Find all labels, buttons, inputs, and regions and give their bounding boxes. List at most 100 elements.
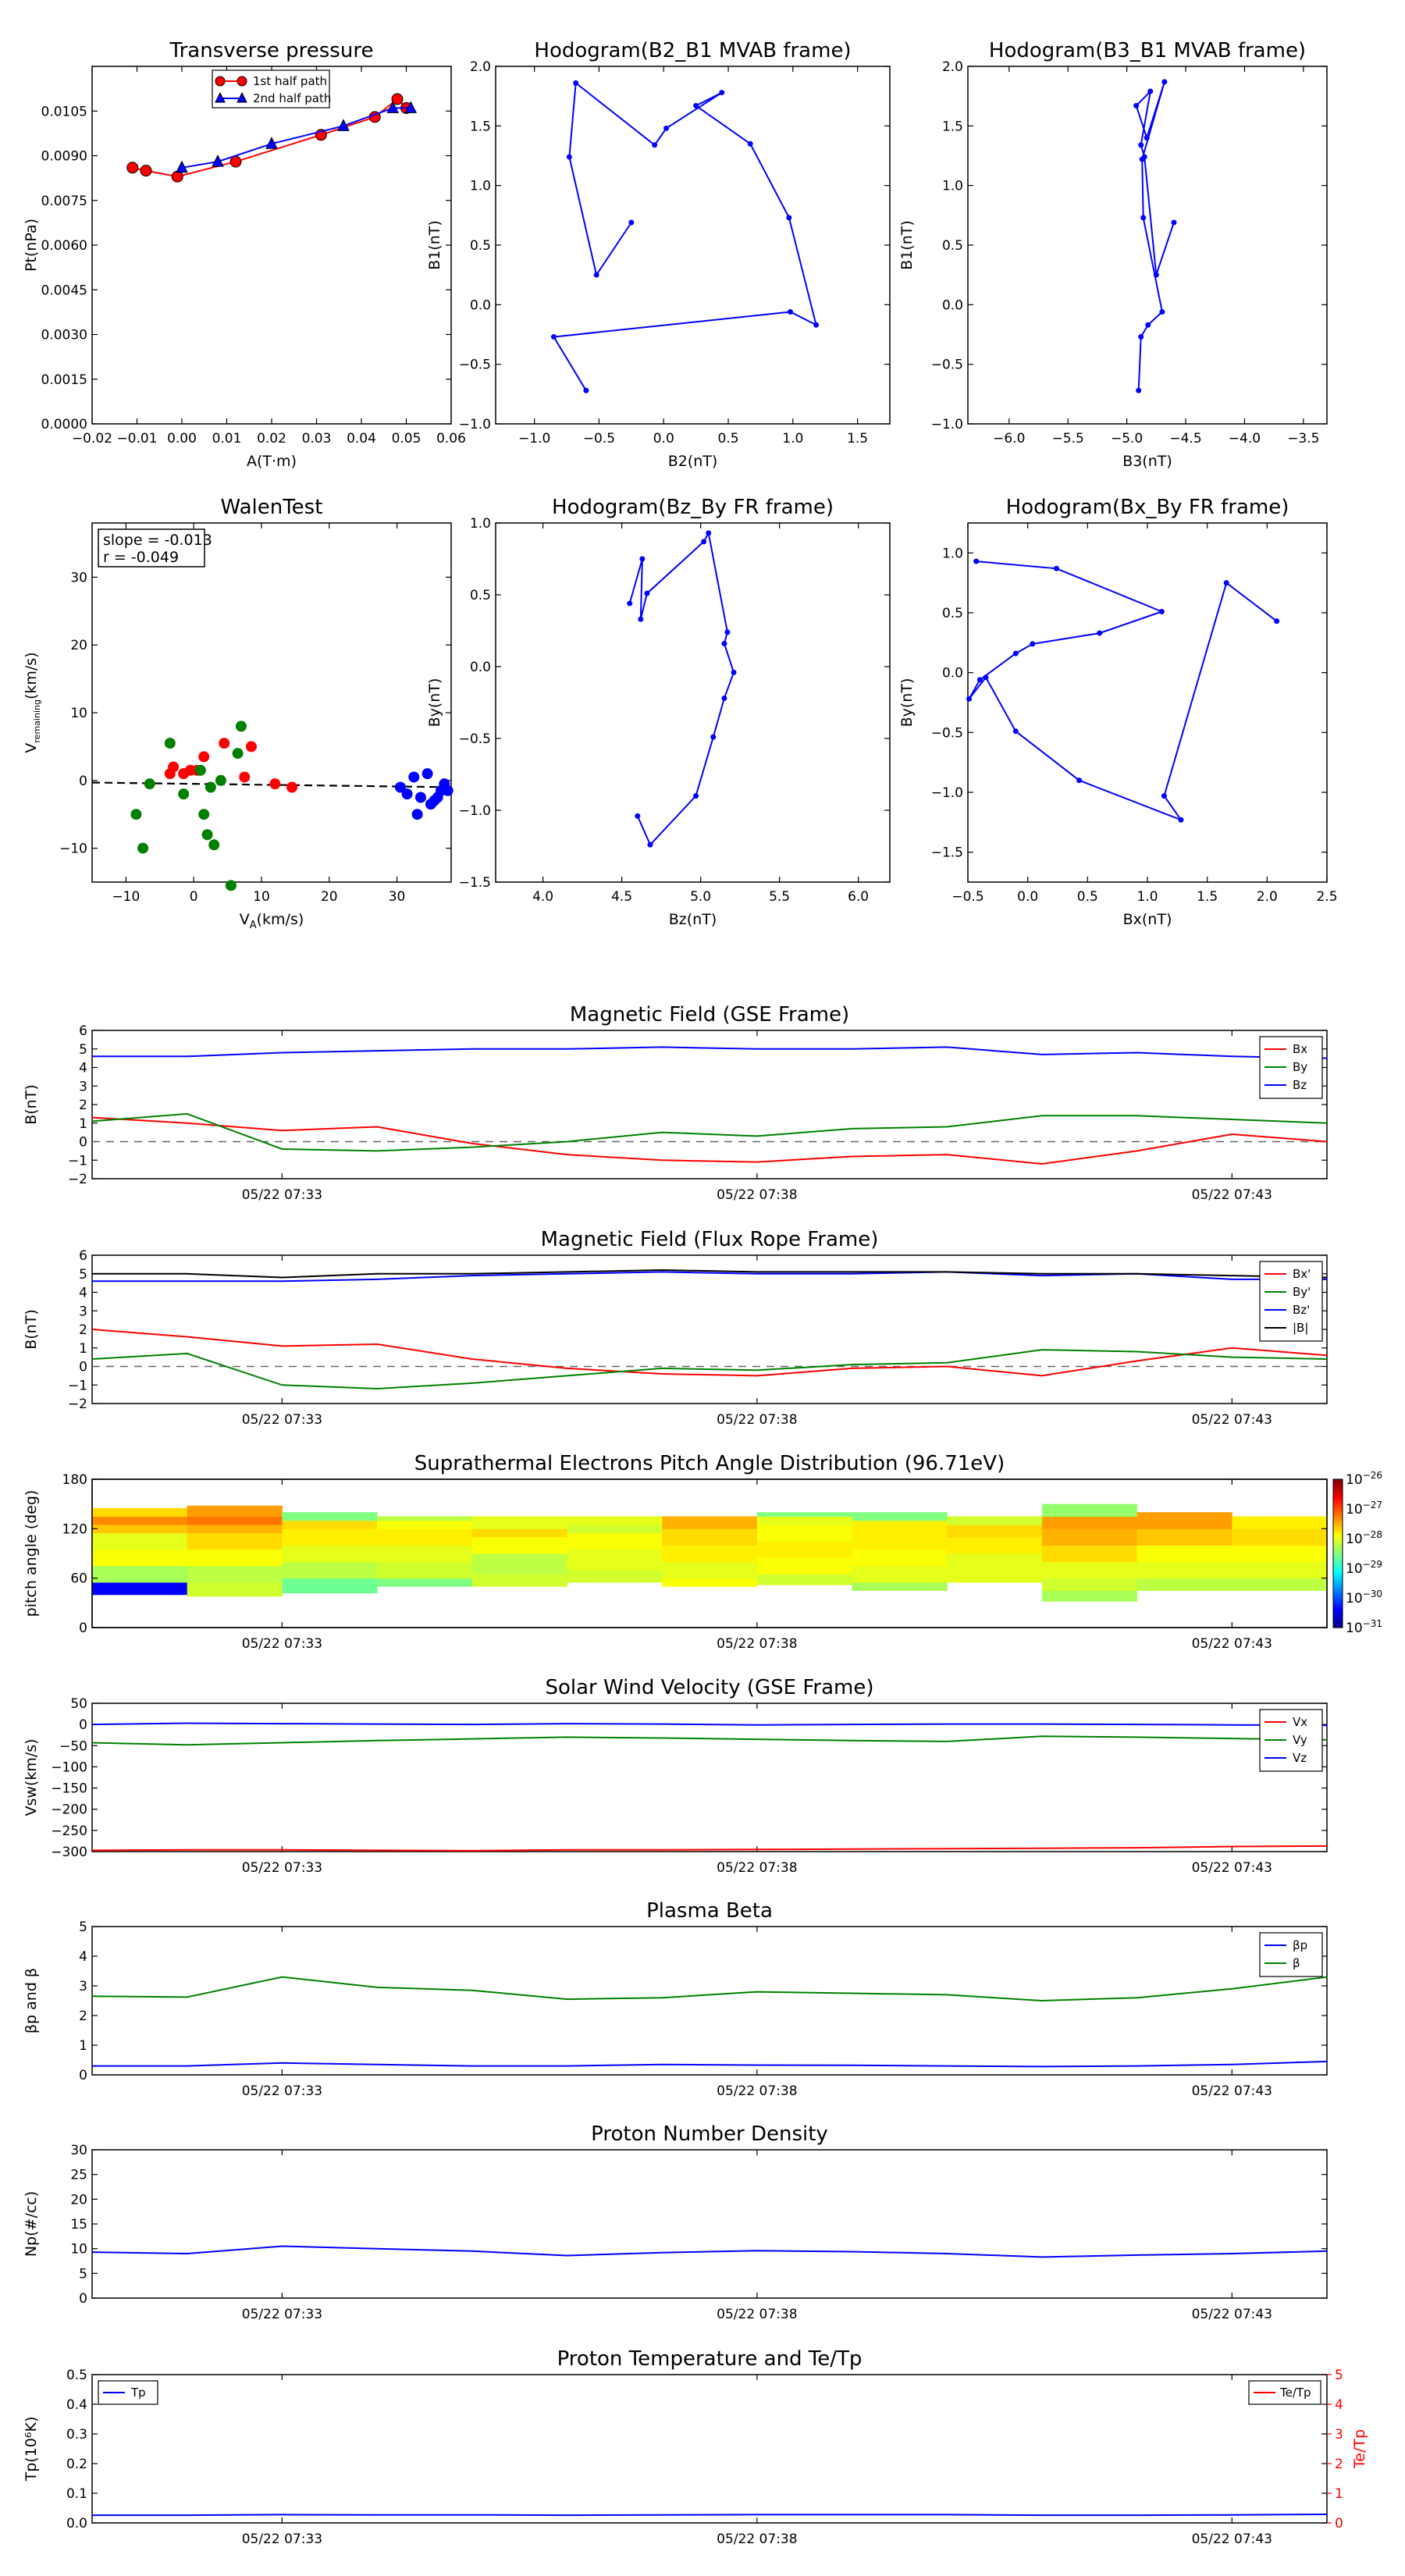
proton-temperature-ytick-label: 0.0: [66, 2516, 87, 2532]
colorbar-segment: [1333, 1486, 1343, 1490]
colorbar-segment: [1333, 1600, 1343, 1603]
proton-number-density-ytick-label: 10: [70, 2242, 87, 2258]
proton-temperature-ylabel: Tp(10⁶K): [23, 2417, 40, 2482]
walen-test-xtick-label: −10: [112, 889, 140, 905]
hodogram-b3-b1-point: [1145, 322, 1151, 328]
te-tp-ytick-label: 1: [1335, 2486, 1343, 2502]
pad-cell: [282, 1512, 378, 1521]
colorbar-segment: [1333, 1535, 1343, 1539]
hodogram-b2-b1-ytick-label: 0.5: [470, 238, 491, 254]
pad-cell: [1136, 1545, 1232, 1563]
hodogram-b2-b1-point: [786, 215, 792, 221]
hodogram-bz-by-frame: [495, 522, 891, 883]
hodogram-bz-by-ytick-label: 0.0: [470, 660, 491, 675]
walen-point: [286, 781, 298, 793]
hodogram-bx-by-point: [1274, 618, 1280, 624]
solar-wind-velocity-ytick-label: −300: [51, 1845, 87, 1860]
hodogram-b3-b1-title: Hodogram(B3_B1 MVAB frame): [989, 39, 1306, 62]
plasma-beta-ylabel: βp and β: [23, 1968, 40, 2033]
colorbar-tick-base: 10: [1346, 1532, 1363, 1547]
magnetic-field-gse-ylabel: B(nT): [23, 1084, 40, 1125]
colorbar-segment: [1333, 1603, 1343, 1606]
walen-point: [239, 771, 251, 783]
colorbar-segment: [1333, 1617, 1343, 1621]
pad-cell: [1232, 1516, 1328, 1529]
te-tp-ylabel: Te/Tp: [1351, 2429, 1368, 2469]
magnetic-field-gse-ytick-label: 5: [79, 1042, 87, 1058]
magnetic-field-gse-ytick-label: 1: [79, 1116, 87, 1132]
hodogram-b2-b1-panel: [495, 66, 891, 425]
walen-test-ytick-label: 30: [70, 570, 87, 585]
hodogram-b3-b1-xtick-label: −6.0: [993, 431, 1025, 447]
transverse-pressure-legend: [212, 69, 330, 109]
walen-point: [198, 751, 210, 763]
pad-cell: [756, 1574, 853, 1585]
colorbar-segment: [1333, 1482, 1343, 1485]
magnetic-field-flux-rope-ytick-label: 4: [79, 1286, 87, 1301]
walen-test-xtick-label: 0: [190, 889, 198, 905]
colorbar-segment: [1333, 1610, 1343, 1614]
hodogram-bz-by-point: [724, 629, 731, 635]
pad-cell: [187, 1516, 283, 1525]
proton-temperature-ytick-label: 0.1: [66, 2486, 87, 2502]
hodogram-bx-by-point: [973, 558, 980, 564]
magnetic-field-flux-rope-ytick-label: 3: [79, 1304, 87, 1319]
hodogram-b3-b1-point: [1133, 102, 1140, 109]
pad-cell: [187, 1505, 283, 1517]
transverse-pressure-point: [229, 155, 242, 168]
walen-test-ytick-label: 0: [79, 774, 87, 789]
colorbar-segment: [1333, 1573, 1343, 1577]
legend-label: 1st half path: [253, 74, 327, 88]
proton-number-density-ylabel: Np(#/cc): [23, 2191, 40, 2257]
transverse-pressure-point: [212, 155, 224, 167]
magnetic-field-flux-rope-legend-label: Bx': [1293, 1267, 1311, 1281]
colorbar-segment: [1333, 1550, 1343, 1554]
hodogram-bz-by-ytick-label: 1.0: [470, 516, 491, 532]
pad-cell: [471, 1574, 567, 1587]
hodogram-b2-b1-ylabel: B1(nT): [426, 220, 443, 270]
proton-temperature-ytick-label: 0.4: [66, 2397, 87, 2413]
proton-number-density-line-: [91, 2245, 1328, 2258]
walen-point: [232, 748, 244, 760]
pad-cell: [947, 1525, 1043, 1538]
hodogram-bx-by-point: [1158, 608, 1165, 614]
proton-number-density-ytick-label: 30: [70, 2143, 87, 2158]
colorbar-tick-label: 10−28: [1346, 1529, 1382, 1547]
magnetic-field-gse-ytick-label: 2: [79, 1098, 87, 1113]
pad-cell: [471, 1553, 567, 1574]
colorbar-segment: [1333, 1546, 1343, 1550]
pad-cell: [567, 1532, 663, 1550]
hodogram-bx-by-point: [1030, 641, 1036, 647]
pitch-angle-distribution-xtick-label: 05/22 07:38: [717, 1636, 797, 1652]
hodogram-bx-by-xtick-label: 0.0: [1017, 889, 1038, 905]
proton-temperature-ytick-label: 0.3: [66, 2427, 87, 2443]
pad-cell: [377, 1545, 473, 1563]
hodogram-b2-b1-xlabel: B2(nT): [668, 453, 718, 470]
hodogram-b3-b1-ytick-label: 2.0: [942, 59, 963, 75]
hodogram-b2-b1-point: [573, 80, 579, 86]
pitch-angle-distribution-ytick-label: 60: [70, 1571, 87, 1587]
colorbar-tick-label: 10−26: [1346, 1470, 1382, 1488]
solar-wind-velocity-ylabel: Vsw(km/s): [23, 1738, 40, 1816]
walen-point: [198, 809, 210, 820]
hodogram-bx-by-ytick-label: 1.0: [942, 546, 963, 561]
hodogram-b3-b1-point: [1140, 215, 1147, 221]
solar-wind-velocity-ytick-label: −150: [51, 1781, 87, 1797]
transverse-pressure-frame: [91, 66, 452, 425]
colorbar-tick-exp: −26: [1363, 1470, 1382, 1481]
walen-point: [168, 761, 180, 773]
pad-cell: [471, 1536, 567, 1554]
hodogram-b2-b1-xtick-label: −1.0: [518, 431, 550, 447]
magnetic-field-gse-ytick-label: −1: [68, 1153, 87, 1169]
solar-wind-velocity-ytick-label: 50: [70, 1696, 87, 1712]
hodogram-bz-by-point: [721, 695, 727, 701]
hodogram-b3-b1-xtick-label: −4.0: [1229, 431, 1261, 447]
pad-cell: [852, 1565, 948, 1583]
colorbar-tick-base: 10: [1346, 1502, 1363, 1517]
solar-wind-velocity-xtick-label: 05/22 07:43: [1192, 1860, 1272, 1876]
colorbar-segment: [1333, 1571, 1343, 1574]
walen-point: [401, 788, 413, 800]
pad-cell: [756, 1512, 853, 1517]
magnetic-field-gse-legend-label: By: [1293, 1060, 1307, 1074]
transverse-pressure-panel: [91, 66, 452, 425]
